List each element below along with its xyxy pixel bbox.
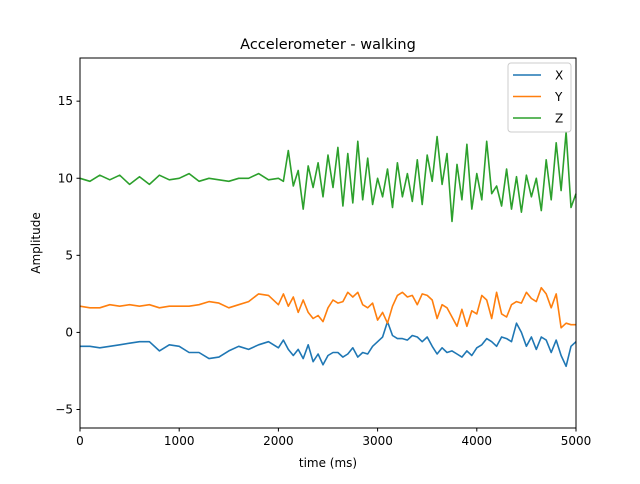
y-tick-label: 15 — [58, 94, 73, 108]
y-axis-label: Amplitude — [29, 212, 43, 274]
y-tick-label: 0 — [65, 325, 73, 339]
series-line-y — [79, 286, 576, 329]
x-tick-label: 5000 — [561, 434, 592, 448]
y-tick-label: −5 — [55, 403, 73, 417]
series-line-x — [80, 320, 577, 368]
legend-label-z: Z — [555, 112, 563, 126]
plot-frame — [79, 57, 577, 429]
x-tick-label: 0 — [76, 434, 84, 448]
plot-lines — [79, 131, 577, 368]
x-tick-label: 4000 — [462, 434, 493, 448]
x-tick-label: 1000 — [164, 434, 195, 448]
x-axis-label: time (ms) — [299, 456, 357, 470]
legend-label-y: Y — [554, 90, 563, 104]
legend-box — [507, 62, 572, 133]
x-axis: 0 1000 2000 3000 4000 5000 — [76, 428, 591, 448]
legend-items: XYZ — [513, 69, 563, 126]
legend-label-x: X — [555, 69, 563, 83]
y-tick-label: 10 — [58, 171, 73, 185]
x-tick-label: 2000 — [263, 434, 294, 448]
y-axis: −5 0 5 10 15 — [55, 94, 80, 417]
y-tick-label: 5 — [65, 248, 73, 262]
legend: XYZ — [507, 62, 572, 133]
chart-title: Accelerometer - walking — [240, 37, 416, 53]
x-tick-label: 3000 — [362, 434, 393, 448]
series-line-z — [79, 131, 577, 223]
